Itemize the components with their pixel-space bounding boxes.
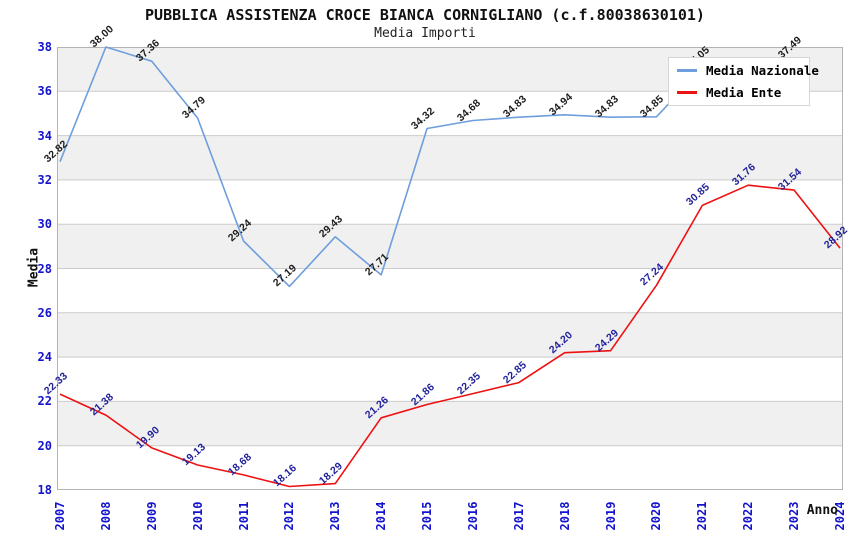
x-tick-label: 2022 xyxy=(741,501,756,531)
chart-title: PUBBLICA ASSISTENZA CROCE BIANCA CORNIGL… xyxy=(145,6,705,24)
legend: Media Nazionale Media Ente xyxy=(668,57,819,106)
y-axis-title: Media xyxy=(26,247,42,288)
y-tick-label: 26 xyxy=(37,305,52,320)
x-tick-label: 2020 xyxy=(649,501,664,531)
x-tick-label: 2009 xyxy=(144,501,159,531)
legend-label-ente: Media Ente xyxy=(706,85,782,100)
y-tick-label: 18 xyxy=(37,483,52,497)
plot-band xyxy=(57,135,843,180)
x-tick-label: 2021 xyxy=(695,501,710,531)
x-tick-label: 2014 xyxy=(374,501,389,531)
x-tick-label: 2016 xyxy=(465,501,480,531)
plot-band xyxy=(57,401,843,446)
x-tick-label: 2008 xyxy=(98,501,113,531)
legend-item-media-nazionale: Media Nazionale xyxy=(677,63,819,78)
legend-swatch-ente-icon xyxy=(677,91,697,94)
y-tick-label: 22 xyxy=(37,394,52,409)
x-tick-label: 2018 xyxy=(557,501,572,531)
y-tick-label: 30 xyxy=(37,217,52,232)
x-axis-title: Anno xyxy=(806,503,838,518)
y-tick-label: 32 xyxy=(37,172,52,187)
y-tick-label: 38 xyxy=(37,40,52,54)
x-tick-label: 2007 xyxy=(53,501,67,531)
legend-label-nazionale: Media Nazionale xyxy=(706,63,819,78)
x-tick-label: 2010 xyxy=(190,501,205,531)
plot-band xyxy=(57,312,843,358)
plot-band xyxy=(57,224,843,269)
y-tick-label: 24 xyxy=(37,350,52,365)
y-tick-label: 28 xyxy=(37,261,52,276)
legend-swatch-nazionale-icon xyxy=(677,69,697,72)
y-tick-label: 20 xyxy=(37,438,52,453)
y-tick-label: 34 xyxy=(37,128,52,143)
legend-item-media-ente: Media Ente xyxy=(677,85,801,100)
x-tick-label: 2015 xyxy=(420,501,435,531)
x-tick-label: 2012 xyxy=(282,501,297,531)
y-tick-label: 36 xyxy=(37,84,52,99)
series-line-ente xyxy=(59,184,841,488)
chart-subtitle: Media Importi xyxy=(374,26,476,41)
x-tick-label: 2017 xyxy=(511,501,526,531)
x-tick-label: 2011 xyxy=(236,501,251,531)
x-tick-label: 2019 xyxy=(603,501,618,531)
x-tick-label: 2013 xyxy=(328,501,343,531)
plot-frame xyxy=(57,47,843,490)
